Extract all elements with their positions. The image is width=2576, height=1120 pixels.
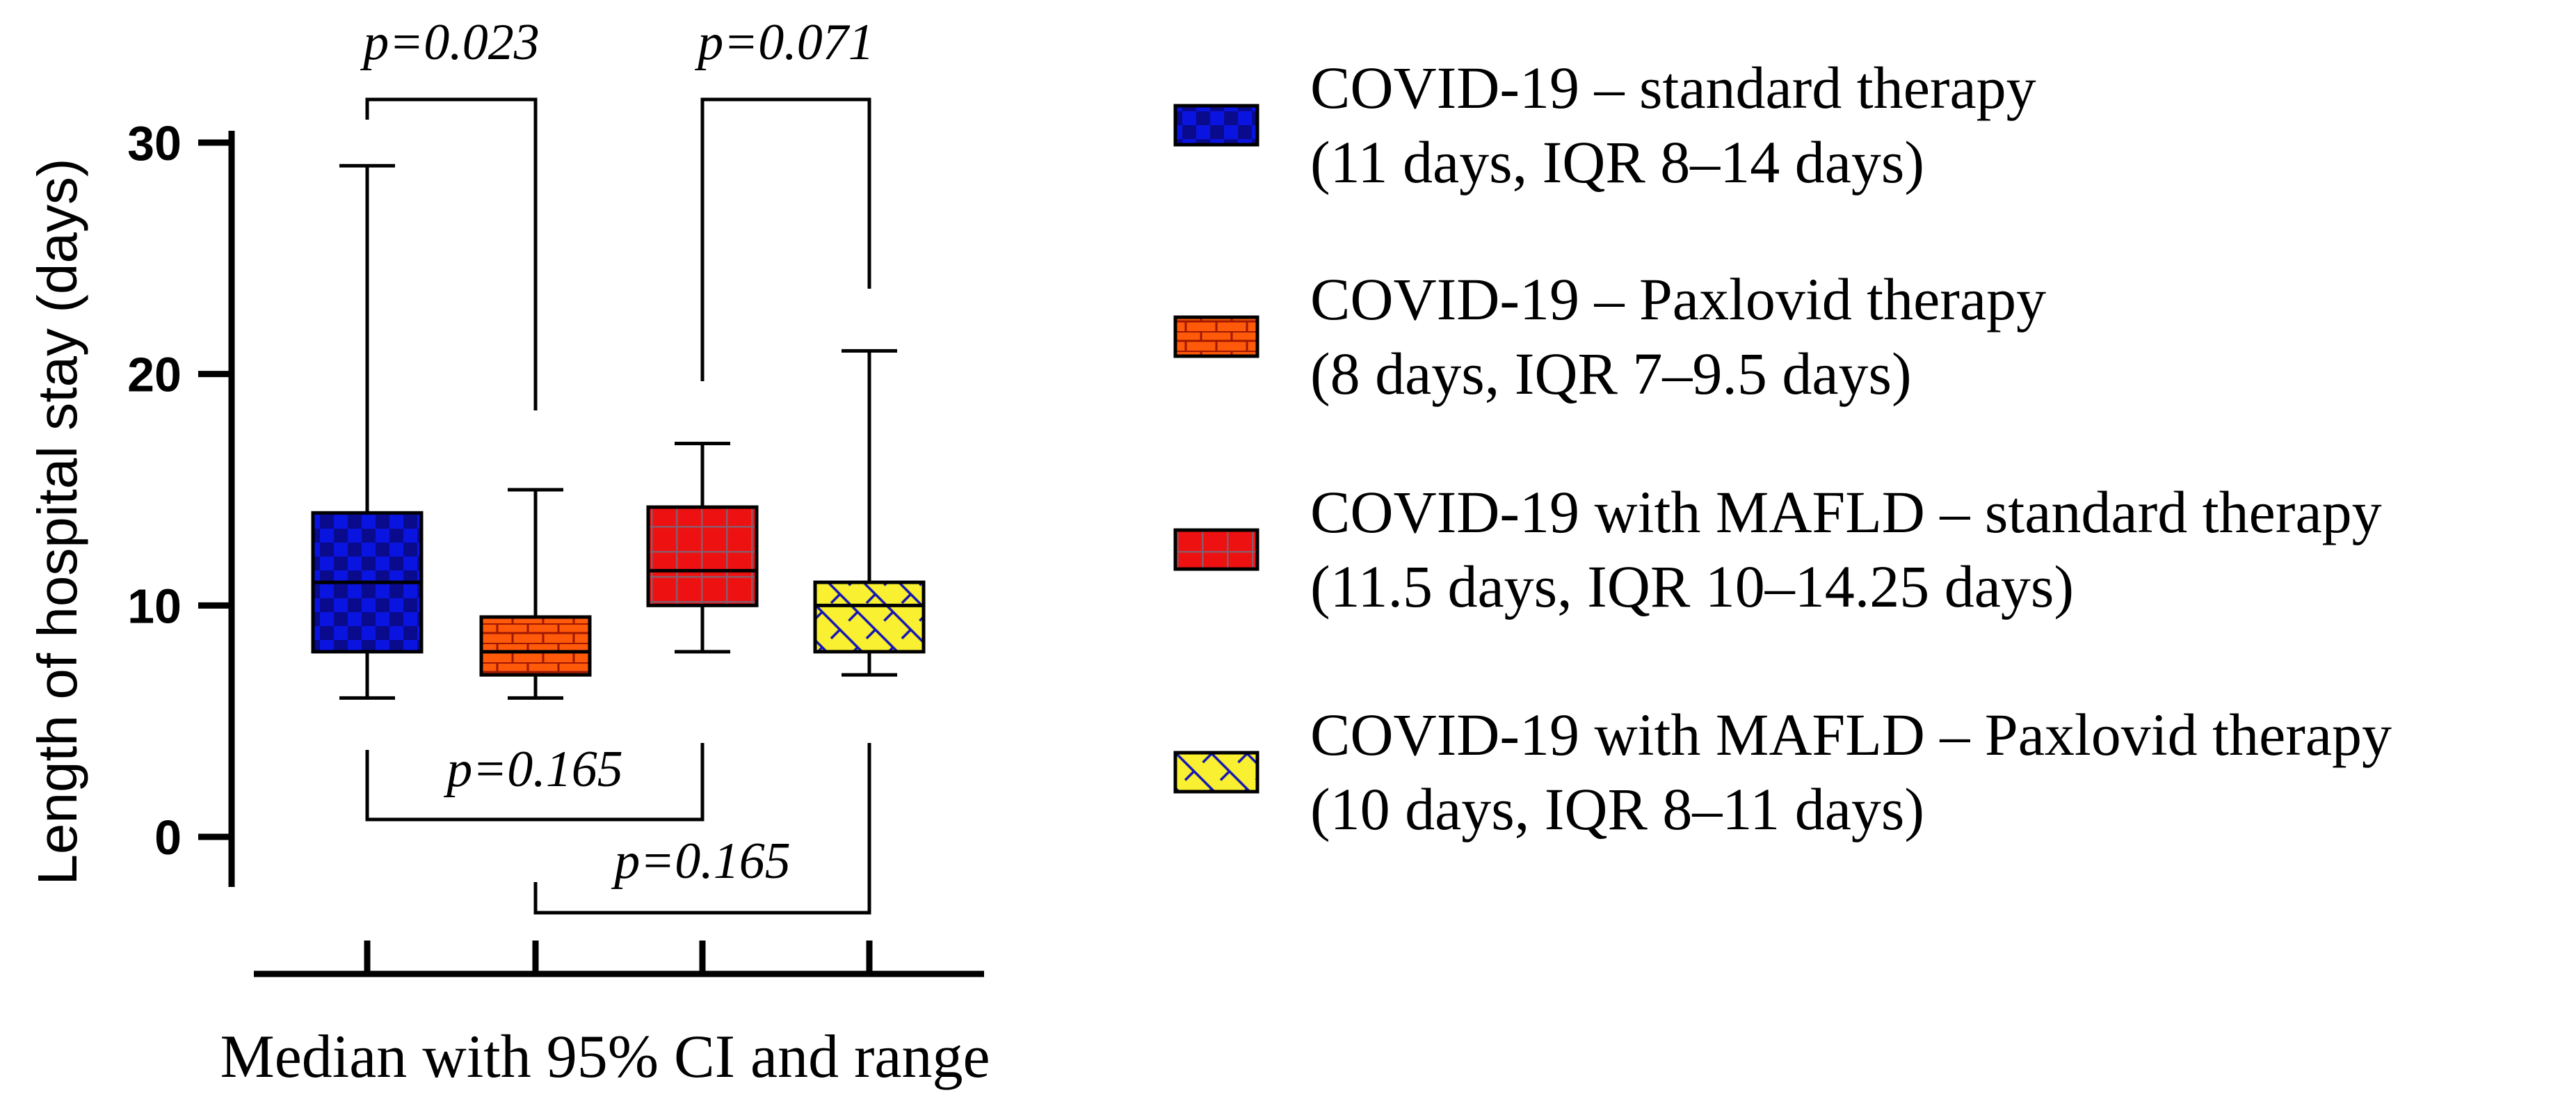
bracket-line [365,743,705,822]
y-ticks: 0 10 20 30 [127,116,232,865]
legend-swatch [1173,751,1259,794]
bracket-line [533,743,871,915]
legend-item-4: COVID-19 with MAFLD – Paxlovid therapy (1… [1173,701,2392,842]
comparison-bracket-2: p=0.071 [694,14,874,381]
box-group-2 [479,488,592,700]
legend-label: COVID-19 with MAFLD – Paxlovid therapy [1310,701,2392,768]
iqr-box [813,580,926,654]
legend-item-3: COVID-19 with MAFLD – standard therapy (1… [1173,479,2382,620]
legend-label: COVID-19 – Paxlovid therapy [1310,266,2046,333]
y-tick-label: 20 [127,348,182,402]
box-plot-series [311,163,926,700]
axes [228,131,984,977]
box-group-3 [646,441,759,654]
p-value-label: p=0.165 [443,741,622,798]
legend-swatch [1173,315,1259,358]
legend-swatch [1173,104,1259,147]
legend-item-1: COVID-19 – standard therapy (11 days, IQR… [1173,54,2036,195]
iqr-box [479,615,592,677]
comparison-bracket-1: p=0.023 [360,14,540,410]
bracket-line [365,97,538,410]
legend-item-2: COVID-19 – Paxlovid therapy (8 days, IQR … [1173,266,2046,407]
bracket-line [700,97,871,381]
legend-label: COVID-19 with MAFLD – standard therapy [1310,479,2382,545]
p-value-label: p=0.165 [611,833,790,890]
y-tick-label: 10 [127,579,182,633]
legend-summary: (8 days, IQR 7–9.5 days) [1310,340,1912,407]
x-axis-label: Median with 95% CI and range [220,1023,990,1091]
legend-summary: (11 days, IQR 8–14 days) [1310,129,1924,195]
y-axis-label: Length of hospital stay (days) [26,158,88,885]
significance-brackets: p=0.023 p=0.071 p=0.165 p=0.165 [360,14,874,915]
y-tick-label: 30 [127,116,182,170]
x-ticks [364,941,873,974]
comparison-bracket-4: p=0.165 [533,743,871,915]
legend: COVID-19 – standard therapy (11 days, IQR… [1173,54,2392,842]
box-group-4 [813,349,926,677]
p-value-label: p=0.023 [360,14,539,71]
comparison-bracket-3: p=0.165 [365,741,705,822]
legend-summary: (10 days, IQR 8–11 days) [1310,776,1924,842]
legend-label: COVID-19 – standard therapy [1310,54,2036,121]
p-value-label: p=0.071 [694,14,874,71]
y-tick-label: 0 [154,810,182,865]
legend-swatch [1173,528,1259,571]
legend-summary: (11.5 days, IQR 10–14.25 days) [1310,553,2074,620]
iqr-box [646,505,759,607]
box-group-1 [311,163,424,700]
